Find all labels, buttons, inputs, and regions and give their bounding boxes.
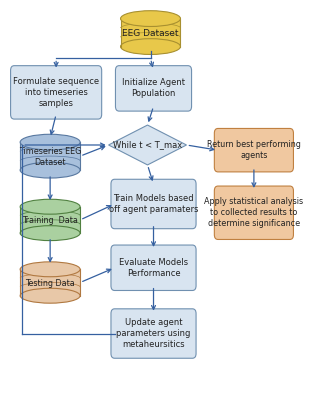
Text: Update agent
parameters using
metaheursitics: Update agent parameters using metaheursi… xyxy=(116,318,191,349)
Polygon shape xyxy=(20,269,80,296)
Polygon shape xyxy=(20,207,80,233)
Text: Training  Data: Training Data xyxy=(22,216,78,225)
Ellipse shape xyxy=(121,39,181,54)
FancyBboxPatch shape xyxy=(115,66,192,111)
FancyBboxPatch shape xyxy=(11,66,102,119)
Ellipse shape xyxy=(20,226,80,240)
Ellipse shape xyxy=(20,262,80,277)
Text: Evaluate Models
Performance: Evaluate Models Performance xyxy=(119,258,188,278)
Polygon shape xyxy=(20,142,80,170)
Ellipse shape xyxy=(20,288,80,303)
FancyBboxPatch shape xyxy=(111,245,196,290)
Ellipse shape xyxy=(20,162,80,178)
Text: EEG Dataset: EEG Dataset xyxy=(122,29,179,38)
Text: While t < T_max: While t < T_max xyxy=(113,140,182,150)
Text: Testing Data: Testing Data xyxy=(25,279,75,288)
Text: Initialize Agent
Population: Initialize Agent Population xyxy=(122,78,185,98)
Text: Formulate sequence
into timeseries
samples: Formulate sequence into timeseries sampl… xyxy=(13,77,99,108)
Ellipse shape xyxy=(121,11,181,26)
Polygon shape xyxy=(121,18,181,46)
Text: Timeseries EEG
Dataset: Timeseries EEG Dataset xyxy=(19,147,81,167)
FancyBboxPatch shape xyxy=(214,128,294,172)
Polygon shape xyxy=(109,125,187,165)
Text: Train Models based
off agent paramaters: Train Models based off agent paramaters xyxy=(109,194,198,214)
Text: Return best performing
agents: Return best performing agents xyxy=(207,140,301,160)
Ellipse shape xyxy=(20,134,80,150)
FancyBboxPatch shape xyxy=(111,179,196,229)
Text: Apply statistical analysis
to collected results to
determine significance: Apply statistical analysis to collected … xyxy=(204,197,304,228)
FancyBboxPatch shape xyxy=(214,186,294,240)
FancyBboxPatch shape xyxy=(111,309,196,358)
Ellipse shape xyxy=(20,199,80,214)
